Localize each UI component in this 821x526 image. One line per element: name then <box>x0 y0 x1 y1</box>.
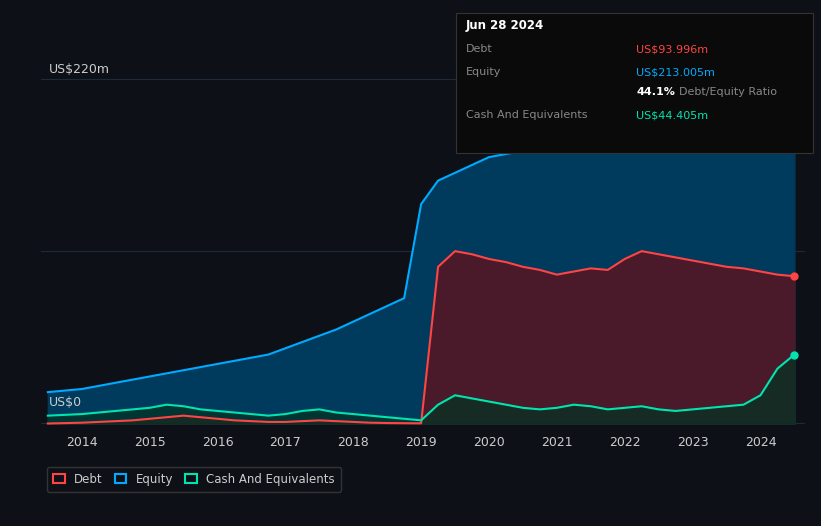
Text: 44.1%: 44.1% <box>636 87 675 97</box>
Text: US$0: US$0 <box>48 396 82 409</box>
Text: Jun 28 2024: Jun 28 2024 <box>466 19 544 32</box>
Text: Debt/Equity Ratio: Debt/Equity Ratio <box>679 87 777 97</box>
Legend: Debt, Equity, Cash And Equivalents: Debt, Equity, Cash And Equivalents <box>47 467 341 492</box>
Text: Debt: Debt <box>466 44 493 54</box>
Text: Cash And Equivalents: Cash And Equivalents <box>466 110 587 120</box>
Text: US$44.405m: US$44.405m <box>636 110 709 120</box>
Text: US$213.005m: US$213.005m <box>636 67 715 77</box>
Text: Equity: Equity <box>466 67 501 77</box>
Text: US$93.996m: US$93.996m <box>636 44 709 54</box>
Text: US$220m: US$220m <box>48 63 110 76</box>
